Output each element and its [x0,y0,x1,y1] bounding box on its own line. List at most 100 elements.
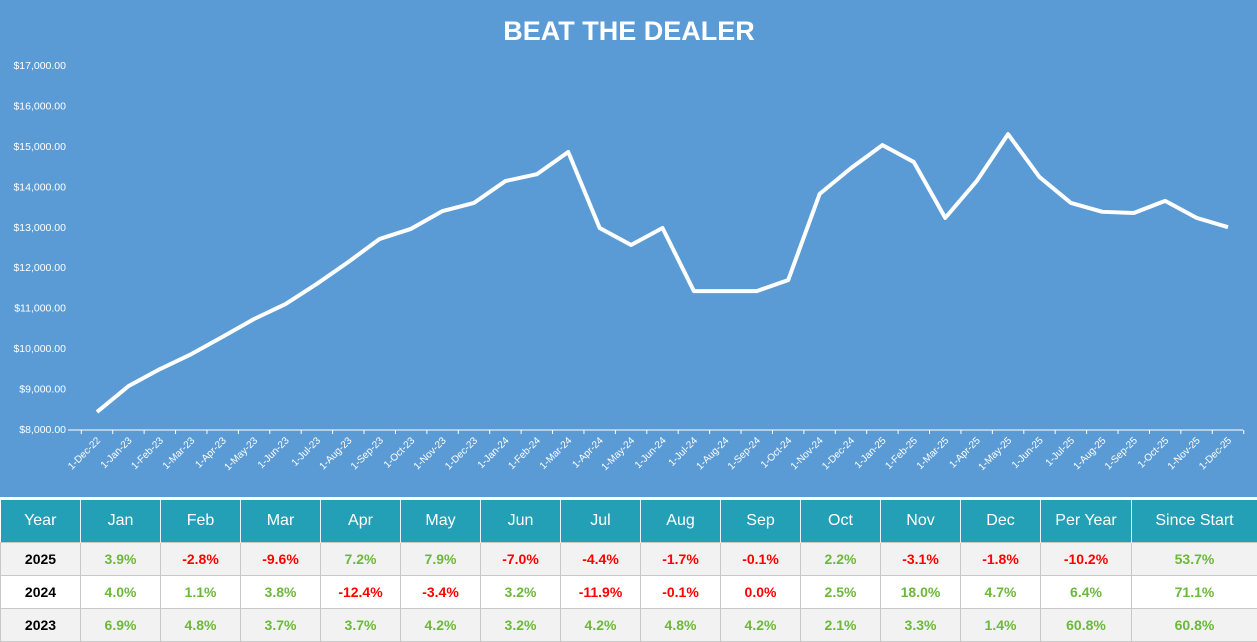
return-cell: 4.8% [640,608,721,642]
return-cell: 60.8% [1131,608,1257,642]
x-tick-label: 1-Mar-23 [161,435,198,472]
monthly-returns-table: Year Jan Feb Mar Apr May Jun Jul Aug Sep Oct Nov Dec… [0,500,1257,642]
y-tick-label: $12,000.00 [13,262,66,274]
x-tick-label: 1-May-24 [600,435,638,473]
return-cell: 7.9% [400,542,481,576]
x-tick-label: 1-Jan-24 [476,435,512,471]
return-cell: 3.3% [880,608,961,642]
year-cell: 2025 [0,542,81,576]
x-tick-label: 1-Mar-25 [915,435,952,472]
column-header: Feb [160,500,241,543]
x-tick-label: 1-Jun-24 [633,435,669,471]
return-cell: 4.2% [400,608,481,642]
return-cell: -10.2% [1040,542,1132,576]
return-cell: 3.2% [480,575,561,609]
column-header: Year [0,500,81,543]
x-tick-label: 1-Dec-24 [820,435,857,472]
return-cell: -3.4% [400,575,481,609]
return-cell: 6.9% [80,608,161,642]
y-tick-label: $16,000.00 [13,100,66,112]
drop-lines [96,134,1229,429]
table-row: 2024 4.0% 1.1% 3.8% -12.4% -3.4% 3.2% -11.9% -0.… [0,575,1257,609]
column-header: Dec [960,500,1041,543]
y-tick-label: $10,000.00 [13,343,66,355]
return-cell: -2.8% [160,542,241,576]
return-cell: 4.8% [160,608,241,642]
column-header: Nov [880,500,961,543]
return-cell: 3.7% [320,608,401,642]
table-row: 2025 3.9% -2.8% -9.6% 7.2% 7.9% -7.0% -4.4% -1.7… [0,542,1257,576]
line-chart: BEAT THE DEALER $8,000.00 $9,000.00 $10,00… [0,0,1257,497]
return-cell: 18.0% [880,575,961,609]
column-header: Jun [480,500,561,543]
return-cell: -11.9% [560,575,641,609]
column-header: Oct [800,500,881,543]
x-tick-label: 1-Jun-25 [1010,435,1046,471]
return-cell: 1.1% [160,575,241,609]
return-cell: -4.4% [560,542,641,576]
column-header: Jan [80,500,161,543]
return-cell: -0.1% [640,575,721,609]
x-tick-label: 1-Nov-25 [1166,435,1203,472]
column-header: Since Start [1131,500,1257,543]
return-cell: 2.5% [800,575,881,609]
y-tick-label: $15,000.00 [13,141,66,153]
return-cell: 3.7% [240,608,321,642]
return-cell: 0.0% [720,575,801,609]
column-header: Sep [720,500,801,543]
return-cell: 71.1% [1131,575,1257,609]
y-tick-label: $13,000.00 [13,222,66,234]
y-tick-label: $17,000.00 [13,60,66,72]
x-tick-label: 1-Feb-24 [506,435,543,472]
x-tick-label: 1-Aug-23 [318,435,355,472]
return-cell: -7.0% [480,542,561,576]
return-cell: 4.2% [560,608,641,642]
return-cell: -1.8% [960,542,1041,576]
x-tick-label: 1-Dec-23 [443,435,480,472]
return-cell: -12.4% [320,575,401,609]
column-header: May [400,500,481,543]
column-header: Mar [240,500,321,543]
table-row: 2023 6.9% 4.8% 3.7% 3.7% 4.2% 3.2% 4.2% 4.8% 4.2%… [0,608,1257,642]
column-header: Apr [320,500,401,543]
return-cell: 6.4% [1040,575,1132,609]
y-tick-label: $9,000.00 [19,384,66,396]
x-tick-label: 1-Aug-24 [695,435,732,472]
series-line [95,132,1229,414]
return-cell: 2.2% [800,542,881,576]
return-cell: 3.2% [480,608,561,642]
x-axis: 1-Dec-221-Jan-231-Feb-231-Mar-231-Apr-23… [66,429,1245,473]
x-tick-label: 1-Aug-25 [1072,435,1109,472]
chart-svg: BEAT THE DEALER $8,000.00 $9,000.00 $10,00… [13,16,1245,473]
column-header: Aug [640,500,721,543]
return-cell: 2.1% [800,608,881,642]
year-cell: 2024 [0,575,81,609]
x-tick-label: 1-Sep-25 [1103,435,1140,472]
column-header: Per Year [1040,500,1132,543]
x-tick-label: 1-Feb-25 [883,435,920,472]
return-cell: 4.2% [720,608,801,642]
x-tick-label: 1-Jan-25 [853,435,889,471]
return-cell: 3.9% [80,542,161,576]
y-axis: $8,000.00 $9,000.00 $10,000.00 $11,000.00 $1… [13,60,66,436]
return-cell: -1.7% [640,542,721,576]
return-cell: 4.0% [80,575,161,609]
return-cell: -3.1% [880,542,961,576]
x-tick-label: 1-May-25 [977,435,1015,473]
table-header-row: Year Jan Feb Mar Apr May Jun Jul Aug Sep Oct Nov Dec… [0,500,1257,543]
x-tick-label: 1-Sep-23 [349,435,386,472]
y-tick-label: $14,000.00 [13,181,66,193]
return-cell: -0.1% [720,542,801,576]
return-cell: -9.6% [240,542,321,576]
return-cell: 60.8% [1040,608,1132,642]
x-tick-label: 1-Jun-23 [256,435,292,471]
x-tick-label: 1-Mar-24 [538,435,575,472]
return-cell: 53.7% [1131,542,1257,576]
return-cell: 3.8% [240,575,321,609]
x-tick-label: 1-May-23 [223,435,261,473]
chart-title: BEAT THE DEALER [503,16,755,46]
x-tick-label: 1-Feb-23 [129,435,166,472]
year-cell: 2023 [0,608,81,642]
return-cell: 4.7% [960,575,1041,609]
y-tick-label: $11,000.00 [14,303,66,315]
